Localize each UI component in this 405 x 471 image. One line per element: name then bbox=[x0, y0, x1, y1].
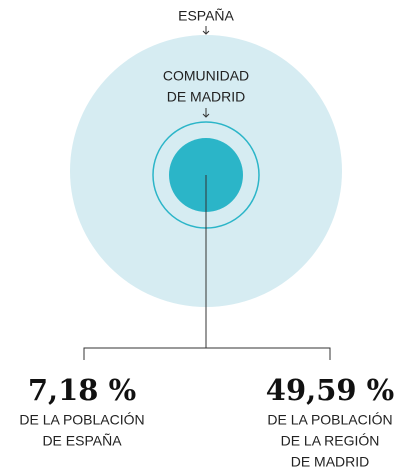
stat-value: 49,59 % bbox=[266, 373, 394, 407]
stat-value: 7,18 % bbox=[28, 373, 136, 407]
inner-label: COMUNIDAD bbox=[163, 68, 249, 84]
stat-caption: DE ESPAÑA bbox=[42, 433, 122, 449]
inner-label: DE MADRID bbox=[167, 89, 246, 105]
outer-label: ESPAÑA bbox=[178, 8, 234, 24]
stat-caption: DE LA REGIÓN bbox=[281, 433, 380, 449]
stat-caption: DE MADRID bbox=[291, 454, 370, 470]
connector bbox=[83, 175, 331, 360]
stat-caption: DE LA POBLACIÓN bbox=[267, 412, 392, 428]
stat-caption: DE LA POBLACIÓN bbox=[19, 412, 144, 428]
outer-arrow bbox=[202, 26, 210, 35]
inner-arrow bbox=[202, 108, 210, 118]
